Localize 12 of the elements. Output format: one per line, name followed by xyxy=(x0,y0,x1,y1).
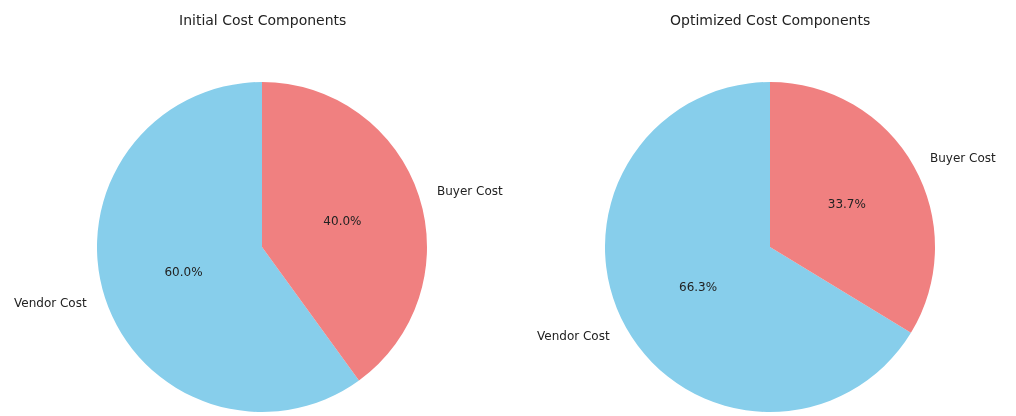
data-label: 33.7% xyxy=(827,196,866,211)
slice-label: Vendor Cost xyxy=(537,329,610,343)
pie-slice xyxy=(262,82,427,381)
slice-label: Buyer Cost xyxy=(930,151,997,165)
slice-label: Buyer Cost xyxy=(437,184,504,198)
data-label: 66.3% xyxy=(679,280,718,295)
data-label: 60.0% xyxy=(164,265,203,280)
chart-title: Initial Cost Components xyxy=(179,12,347,28)
chart-title: Optimized Cost Components xyxy=(670,12,871,28)
pie-slice xyxy=(97,82,359,412)
slice-label: Vendor Cost xyxy=(14,296,87,310)
data-label: 40.0% xyxy=(323,213,362,228)
